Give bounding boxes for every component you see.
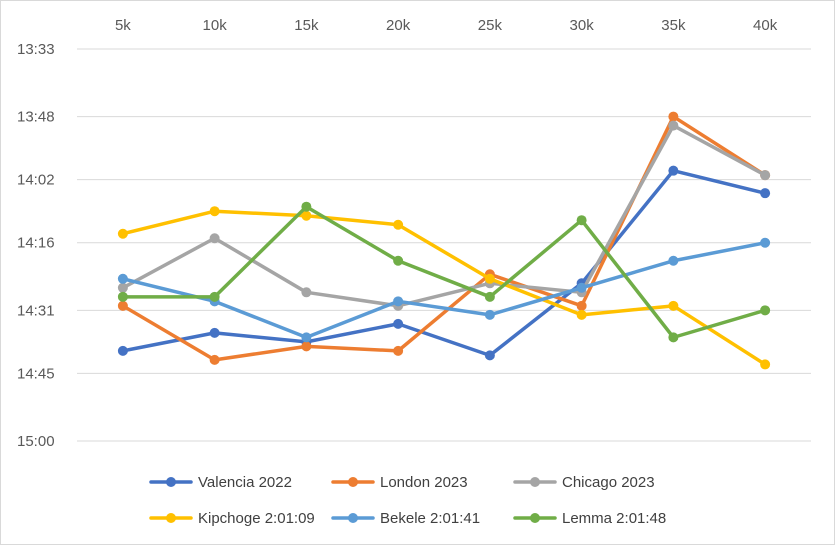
data-point [117,291,128,302]
legend-item: Bekele 2:01:41 [331,510,480,527]
data-point [484,273,495,284]
legend-item: London 2023 [331,474,468,491]
y-axis-labels: 13:33 13:48 14:02 14:16 14:31 14:45 15:00 [17,41,55,450]
data-point [668,300,679,311]
data-point [393,219,404,230]
data-point [760,305,771,316]
data-point [393,255,404,266]
series-line [121,168,767,358]
y-tick-label: 14:16 [17,235,55,252]
legend-label: London 2023 [380,474,468,491]
y-tick-label: 14:45 [17,365,55,382]
y-tick-label: 13:33 [17,41,55,58]
data-point [301,210,312,221]
data-point [117,273,128,284]
series-line [121,209,767,367]
data-point [484,291,495,302]
data-point [209,233,220,244]
x-tick-label: 35k [661,17,686,34]
data-point [576,300,587,311]
legend-marker [348,477,358,487]
data-point [668,255,679,266]
data-point [393,318,404,329]
data-point [117,345,128,356]
data-point [484,350,495,361]
legend-marker [530,477,540,487]
legend-marker [530,513,540,523]
data-point [117,300,128,311]
legend-label: Kipchoge 2:01:09 [198,510,315,527]
x-tick-label: 25k [478,17,503,34]
legend-item: Lemma 2:01:48 [513,510,666,527]
series-lemma-2-01-48 [117,201,771,343]
data-point [209,291,220,302]
data-point [668,332,679,343]
y-tick-label: 13:48 [17,109,55,126]
legend-marker [166,513,176,523]
series-line [121,204,767,340]
legend: Valencia 2022 London 2023 Chicago 2023 Kipc… [149,474,666,527]
data-point [301,332,312,343]
series-line [121,240,767,340]
data-point [393,296,404,307]
data-point [668,120,679,131]
legend-item: Chicago 2023 [513,474,655,491]
legend-marker [348,513,358,523]
legend-item: Valencia 2022 [149,474,292,491]
legend-label: Bekele 2:01:41 [380,510,480,527]
y-tick-label: 14:31 [17,302,55,319]
legend-marker [166,477,176,487]
legend-label: Chicago 2023 [562,474,655,491]
data-point [209,354,220,365]
data-point [576,309,587,320]
data-point [760,237,771,248]
legend-item: Kipchoge 2:01:09 [149,510,315,527]
data-point [576,215,587,226]
data-point [760,170,771,181]
x-tick-label: 20k [386,17,411,34]
data-point [576,282,587,293]
series-chicago-2023 [117,120,771,311]
data-point [209,206,220,217]
data-point [760,188,771,199]
data-point [668,111,679,122]
data-point [760,359,771,370]
x-tick-label: 40k [753,17,778,34]
data-point [393,345,404,356]
y-tick-label: 15:00 [17,433,55,450]
series-line [121,123,767,308]
data-point [301,287,312,298]
data-point [117,282,128,293]
series-line [121,114,767,362]
data-point [209,327,220,338]
x-tick-label: 30k [570,17,595,34]
x-axis-labels: 5k 10k 15k 20k 25k 30k 35k 40k [115,17,778,34]
legend-label: Lemma 2:01:48 [562,510,666,527]
x-tick-label: 10k [203,17,228,34]
series-lines [117,111,771,370]
legend-label: Valencia 2022 [198,474,292,491]
data-point [117,228,128,239]
data-point [484,309,495,320]
x-tick-label: 5k [115,17,131,34]
data-point [301,201,312,212]
series-kipchoge-2-01-09 [117,206,771,370]
gridlines [77,48,811,442]
y-tick-label: 14:02 [17,172,55,189]
data-point [668,165,679,176]
data-point [301,341,312,352]
x-tick-label: 15k [294,17,319,34]
